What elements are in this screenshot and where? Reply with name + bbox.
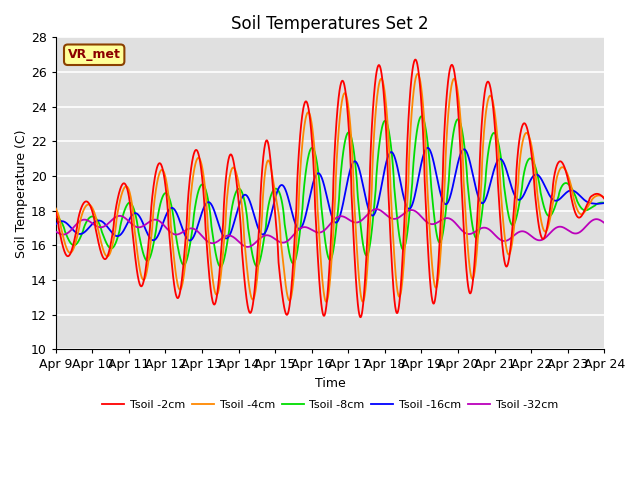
Tsoil -8cm [490, 130, 498, 136]
Tsoil -4cm [568, 185, 575, 191]
Tsoil -4cm [413, 71, 421, 77]
Tsoil -16cm [52, 222, 60, 228]
Tsoil -16cm [186, 238, 194, 243]
Line: Tsoil -8cm: Tsoil -8cm [56, 116, 604, 266]
Tsoil -8cm [600, 200, 608, 206]
Tsoil -32cm [490, 231, 498, 237]
Tsoil -4cm [205, 235, 212, 240]
Y-axis label: Soil Temperature (C): Soil Temperature (C) [15, 129, 28, 258]
Line: Tsoil -16cm: Tsoil -16cm [56, 148, 604, 240]
Tsoil -16cm [346, 168, 354, 173]
Tsoil -32cm [600, 220, 608, 226]
Tsoil -4cm [346, 119, 354, 125]
Tsoil -32cm [52, 228, 60, 234]
Tsoil -4cm [358, 298, 366, 303]
Tsoil -8cm [568, 185, 575, 191]
Tsoil -4cm [490, 104, 498, 109]
Tsoil -16cm [205, 199, 212, 205]
Tsoil -16cm [358, 178, 366, 183]
Tsoil -2cm [412, 57, 419, 62]
Tsoil -4cm [600, 195, 608, 201]
Tsoil -8cm [52, 214, 60, 220]
Tsoil -2cm [52, 209, 60, 215]
Tsoil -2cm [356, 314, 364, 320]
Tsoil -2cm [568, 196, 575, 202]
Line: Tsoil -4cm: Tsoil -4cm [56, 74, 604, 302]
Line: Tsoil -2cm: Tsoil -2cm [56, 60, 604, 317]
Tsoil -4cm [552, 177, 560, 183]
X-axis label: Time: Time [315, 377, 346, 390]
Tsoil -8cm [552, 200, 560, 206]
Tsoil -32cm [568, 229, 575, 235]
Text: VR_met: VR_met [68, 48, 120, 61]
Tsoil -32cm [205, 239, 212, 245]
Tsoil -32cm [372, 206, 380, 212]
Tsoil -32cm [244, 244, 252, 250]
Tsoil -32cm [346, 217, 354, 223]
Tsoil -4cm [323, 299, 330, 305]
Tsoil -2cm [490, 111, 498, 117]
Tsoil -8cm [417, 113, 425, 119]
Tsoil -2cm [205, 266, 212, 272]
Tsoil -16cm [600, 200, 608, 206]
Tsoil -16cm [568, 188, 575, 193]
Tsoil -16cm [424, 145, 431, 151]
Line: Tsoil -32cm: Tsoil -32cm [56, 209, 604, 247]
Tsoil -2cm [600, 196, 608, 202]
Tsoil -2cm [552, 164, 560, 170]
Tsoil -2cm [346, 142, 353, 147]
Title: Soil Temperatures Set 2: Soil Temperatures Set 2 [231, 15, 429, 33]
Legend: Tsoil -2cm, Tsoil -4cm, Tsoil -8cm, Tsoil -16cm, Tsoil -32cm: Tsoil -2cm, Tsoil -4cm, Tsoil -8cm, Tsoi… [98, 396, 563, 414]
Tsoil -32cm [358, 217, 366, 223]
Tsoil -4cm [52, 205, 60, 211]
Tsoil -8cm [216, 264, 224, 269]
Tsoil -8cm [358, 234, 366, 240]
Tsoil -16cm [490, 168, 498, 173]
Tsoil -16cm [552, 198, 560, 204]
Tsoil -8cm [205, 200, 212, 206]
Tsoil -8cm [346, 131, 354, 137]
Tsoil -2cm [358, 311, 366, 316]
Tsoil -32cm [552, 225, 560, 230]
